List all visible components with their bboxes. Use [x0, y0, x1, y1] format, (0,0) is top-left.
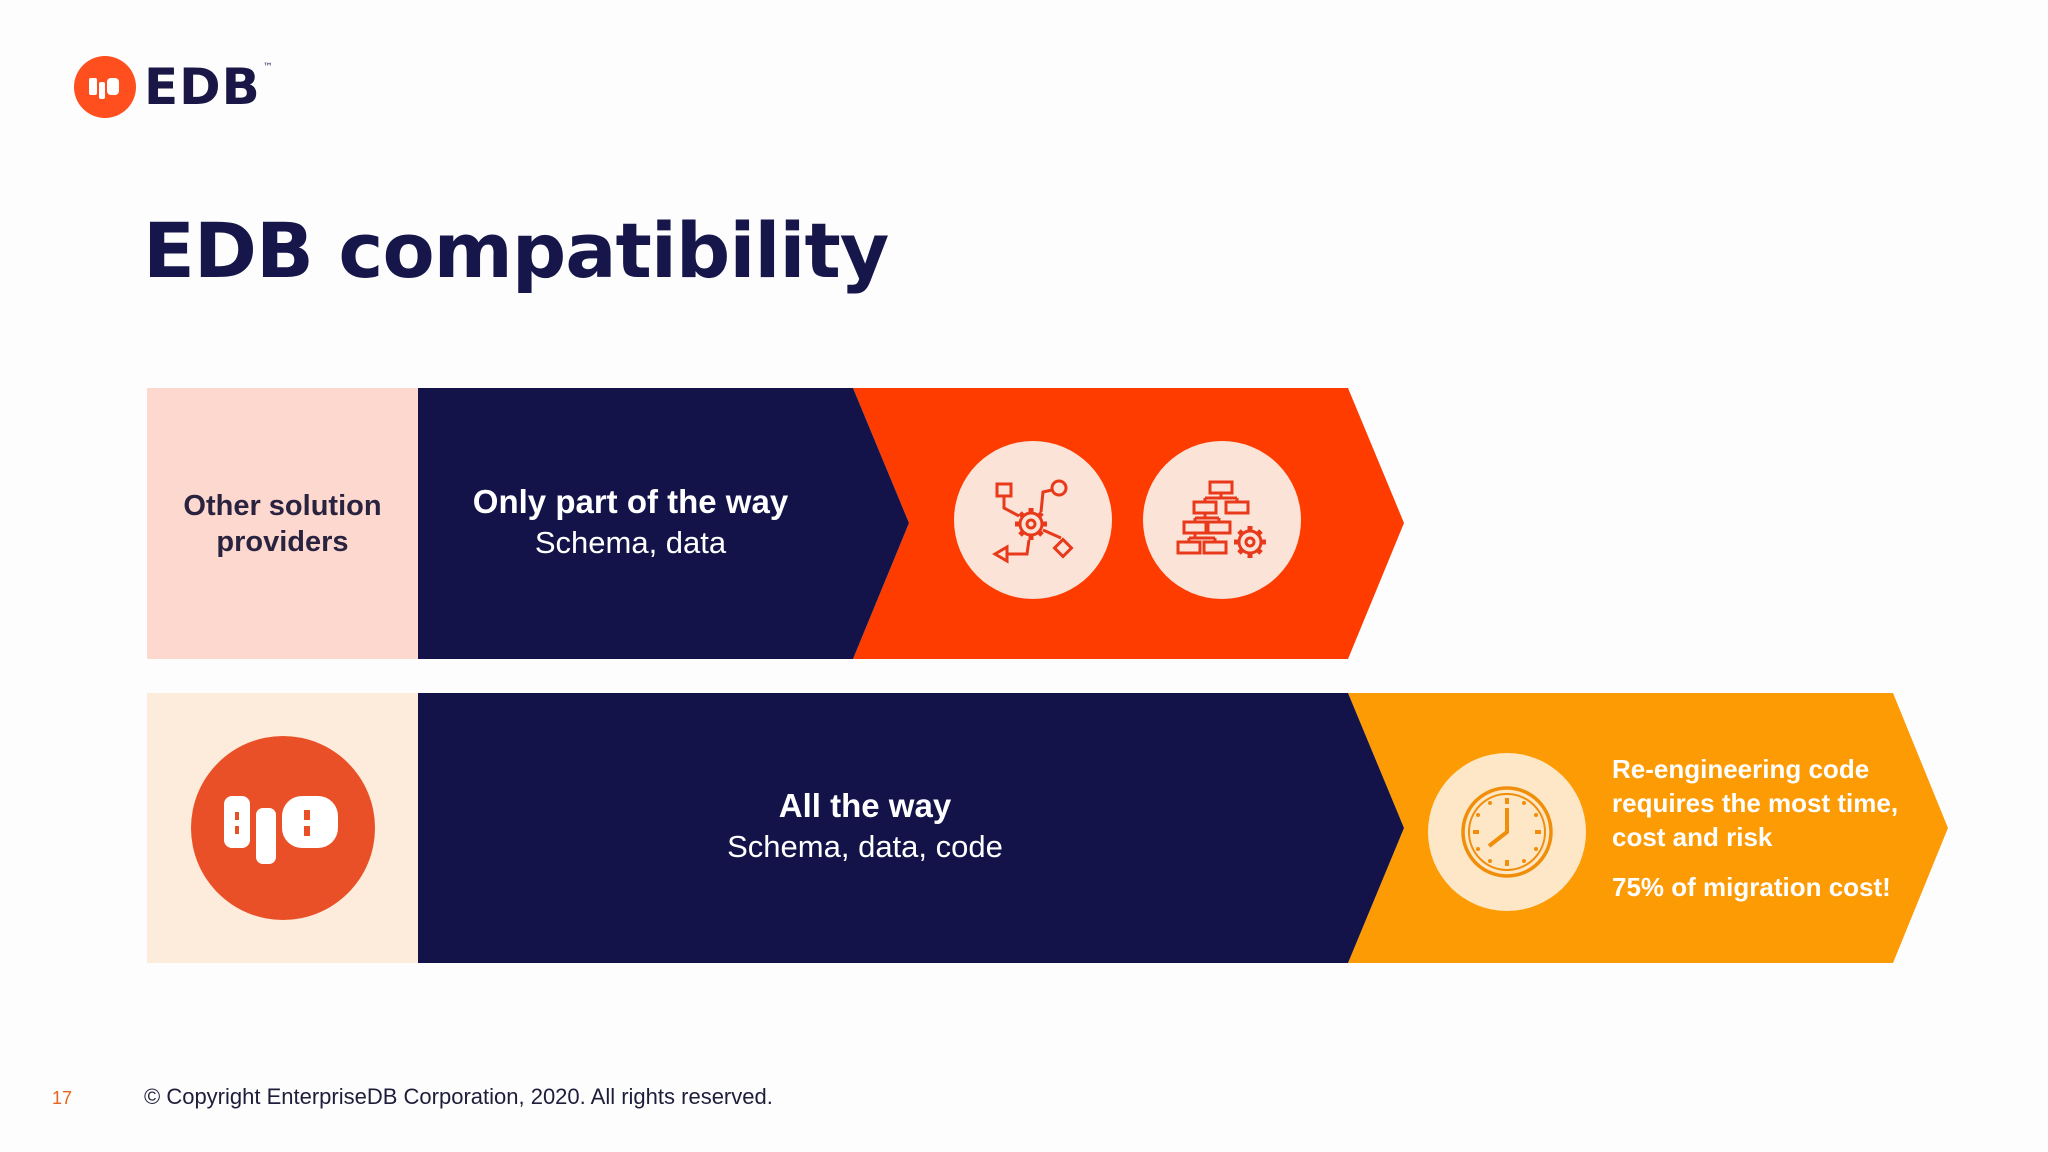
- reengineering-text: Re-engineering code requires the most ti…: [1612, 754, 1899, 852]
- partial-way-heading: Only part of the way: [472, 483, 789, 520]
- partial-way-stage: Only part of the way Schema, data: [418, 482, 843, 564]
- logo-wordmark: EDB: [144, 58, 261, 116]
- all-the-way-detail: Schema, data, code: [727, 829, 1003, 864]
- other-label-panel: [147, 388, 418, 659]
- migration-cost-stat: 75% of migration cost!: [1612, 872, 1891, 902]
- hierarchy-gear-icon: [1143, 441, 1301, 599]
- edb-logo-mark-icon: [190, 736, 375, 920]
- page-number: 17: [52, 1088, 73, 1108]
- page-title: EDB compatibility: [143, 206, 889, 295]
- clock-icon: [1428, 753, 1586, 911]
- all-the-way-heading: All the way: [778, 787, 952, 824]
- partial-way-arrow-end: [853, 388, 1404, 659]
- trademark-symbol: ™: [262, 62, 273, 73]
- copyright-notice: © Copyright EnterpriseDB Corporation, 20…: [144, 1084, 773, 1109]
- all-the-way-arrow: [418, 693, 1404, 963]
- all-the-way-stage: All the way Schema, data, code: [600, 786, 1130, 868]
- edb-logo: EDB ™: [74, 56, 273, 118]
- reengineering-callout: Re-engineering code requires the most ti…: [1612, 752, 1912, 904]
- partial-way-arrow: [418, 388, 909, 659]
- edb-logo-mark-icon: [74, 56, 136, 118]
- partial-way-detail: Schema, data: [534, 525, 727, 560]
- edb-label-panel-content: [147, 693, 418, 963]
- other-providers-label: Other solution providers: [183, 489, 382, 558]
- workflow-gear-icon: [954, 441, 1112, 599]
